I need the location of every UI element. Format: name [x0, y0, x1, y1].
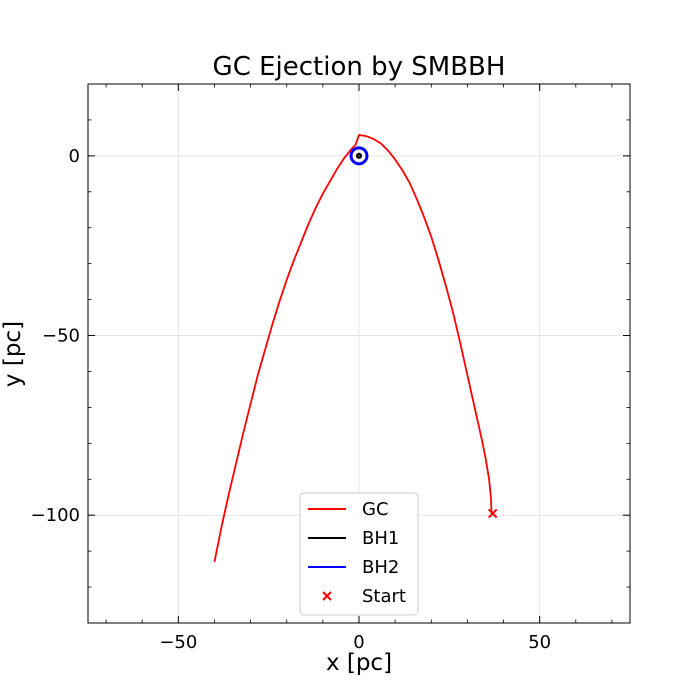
y-tick-label: −50	[42, 326, 80, 347]
plot-frame	[87, 83, 631, 624]
y-tick-label: −100	[31, 505, 80, 526]
x-axis-label: x [pc]	[326, 650, 392, 676]
series-orbit-bh1	[355, 152, 363, 159]
y-axis-label: y [pc]	[0, 321, 26, 387]
ticks: −50 0 50 0 −50 −100	[31, 83, 630, 653]
legend: GC BH1 BH2 Start	[299, 492, 419, 616]
chart-title: GC Ejection by SMBBH	[213, 52, 506, 82]
legend-label-start: Start	[362, 586, 406, 607]
legend-box	[299, 492, 419, 616]
series-orbit-bh2	[349, 146, 369, 166]
x-tick-label: 0	[353, 632, 364, 653]
legend-label-bh2: BH2	[362, 557, 399, 578]
plot-data	[213, 134, 498, 563]
series-marker-start	[487, 508, 498, 519]
legend-label-gc: GC	[362, 499, 389, 520]
y-tick-label: 0	[69, 146, 80, 167]
legend-symbol-start	[322, 591, 332, 601]
legend-label-bh1: BH1	[362, 528, 399, 549]
series-line-gc	[213, 134, 493, 563]
x-tick-label: 50	[528, 632, 551, 653]
x-tick-label: −50	[159, 632, 197, 653]
